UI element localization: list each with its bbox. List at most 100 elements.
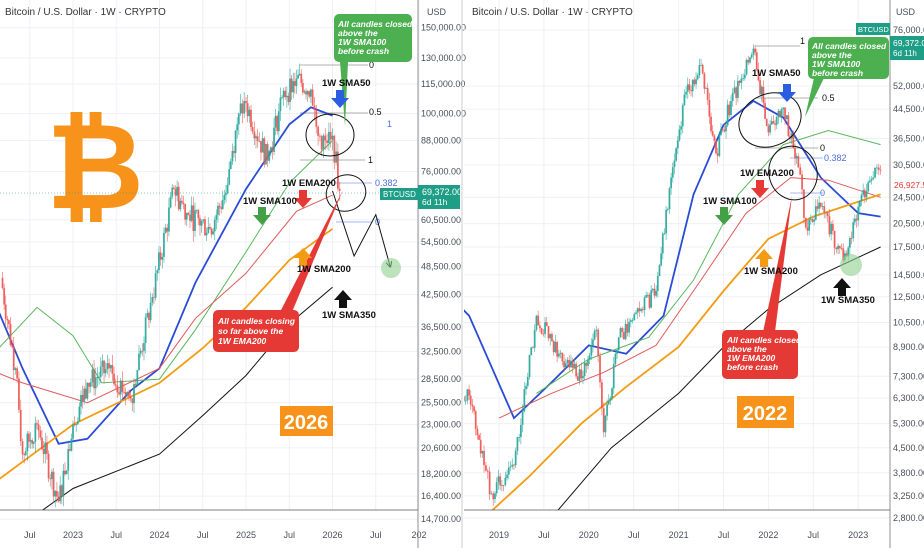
candle	[103, 359, 105, 384]
candle	[297, 68, 299, 79]
candle	[855, 214, 858, 228]
y-tick-label: 30,500.00	[893, 160, 924, 170]
candle	[585, 362, 588, 373]
right-chart-panel[interactable]: 1 0.5 0 0.382 0 All candles closed above…	[439, 0, 890, 540]
candle	[289, 68, 291, 111]
left-x-axis[interactable]: Jul 2023 Jul 2024 Jul 2025 Jul 2026 Jul 202	[24, 530, 427, 540]
candle	[821, 202, 824, 210]
candle	[502, 484, 505, 492]
candle	[784, 107, 786, 125]
candle	[661, 231, 664, 260]
candle	[521, 404, 524, 433]
candle	[26, 431, 29, 461]
candle	[277, 103, 280, 138]
candle	[318, 133, 321, 142]
left-price-axis[interactable]: USD 150,000.00 130,000.00 115,000.00 100,00…	[380, 0, 466, 548]
candle	[471, 399, 474, 413]
candle	[755, 48, 758, 71]
arrow-down-icon	[778, 84, 796, 102]
svg-text:so far above the: so far above the	[218, 326, 283, 336]
candle	[575, 361, 578, 379]
svg-text:All candles closed: All candles closed	[811, 41, 887, 51]
candle	[621, 326, 624, 339]
candle	[466, 388, 469, 405]
candle	[616, 348, 618, 359]
candle	[738, 80, 741, 86]
candle	[760, 84, 763, 102]
candle	[809, 214, 812, 225]
candle	[693, 77, 696, 87]
right-moving-averages	[464, 99, 881, 510]
candle	[226, 177, 229, 195]
candle	[688, 78, 691, 94]
candle	[3, 283, 6, 310]
candle	[129, 391, 132, 403]
candle	[629, 318, 632, 328]
ma-arrows	[715, 84, 851, 296]
candle	[485, 461, 487, 472]
candle	[609, 395, 612, 405]
candle	[576, 372, 579, 381]
candle	[676, 136, 679, 155]
candle	[877, 163, 880, 176]
candle	[653, 283, 656, 299]
candle	[588, 352, 591, 365]
candle	[519, 418, 522, 445]
candle	[742, 73, 744, 82]
candle	[665, 205, 668, 240]
highlight-ellipse	[325, 174, 367, 212]
candle	[624, 319, 627, 341]
candle	[814, 199, 817, 221]
candle	[879, 165, 882, 175]
candle	[303, 89, 306, 95]
arrow-up-icon	[294, 248, 312, 266]
x-tick-label: 2022	[758, 530, 778, 540]
candle	[583, 358, 586, 380]
candle	[141, 343, 144, 357]
candle	[757, 62, 760, 82]
candle	[617, 336, 620, 353]
candle	[799, 163, 802, 176]
candle	[488, 466, 491, 501]
right-x-axis[interactable]: 2019 Jul 2020 Jul 2021 Jul 2022 Jul 2023	[489, 530, 868, 540]
candle	[151, 293, 154, 307]
right-price-axis[interactable]: USD 76,000.00 52,000.00 44,500.00 36,500.00…	[856, 0, 924, 548]
candle	[24, 447, 27, 456]
candle	[650, 284, 653, 309]
red-callout: All candles closed above the 1W EMA200 b…	[722, 196, 802, 379]
candle	[698, 58, 701, 78]
candle	[747, 55, 750, 66]
candle	[333, 134, 336, 170]
candle	[113, 366, 115, 387]
candle	[269, 146, 272, 157]
fib-label: 0	[820, 143, 825, 153]
svg-text:6d 11h: 6d 11h	[422, 197, 448, 207]
candle	[816, 199, 819, 212]
1w-sma50-line	[464, 99, 881, 420]
x-tick-label: Jul	[808, 530, 820, 540]
candle	[658, 264, 661, 277]
candle	[733, 80, 736, 95]
candle	[121, 371, 124, 399]
candle	[143, 336, 145, 361]
y-tick-label: 3,800.00	[893, 468, 924, 478]
left-chart-panel[interactable]: ₿ 0 0.5 1 1 0.382 0	[0, 0, 427, 540]
candle	[666, 207, 669, 212]
candle	[556, 340, 559, 363]
1w-ema200-line	[498, 177, 881, 419]
candle	[335, 141, 338, 166]
chart-title: Bitcoin / U.S. Dollar · 1W · CRYPTO	[472, 7, 633, 18]
1w-ema200-line	[0, 194, 333, 404]
candle	[23, 452, 26, 464]
candle	[301, 79, 304, 96]
candle	[595, 326, 598, 338]
candle	[176, 180, 179, 202]
fib-label: 0	[369, 60, 374, 70]
x-tick-label: 2023	[848, 530, 868, 540]
candle	[248, 106, 251, 123]
candle	[268, 149, 271, 164]
candle	[696, 72, 699, 81]
sma50-label: 1W SMA50	[322, 78, 371, 89]
svg-text:above the: above the	[338, 28, 378, 38]
candle	[161, 252, 164, 269]
